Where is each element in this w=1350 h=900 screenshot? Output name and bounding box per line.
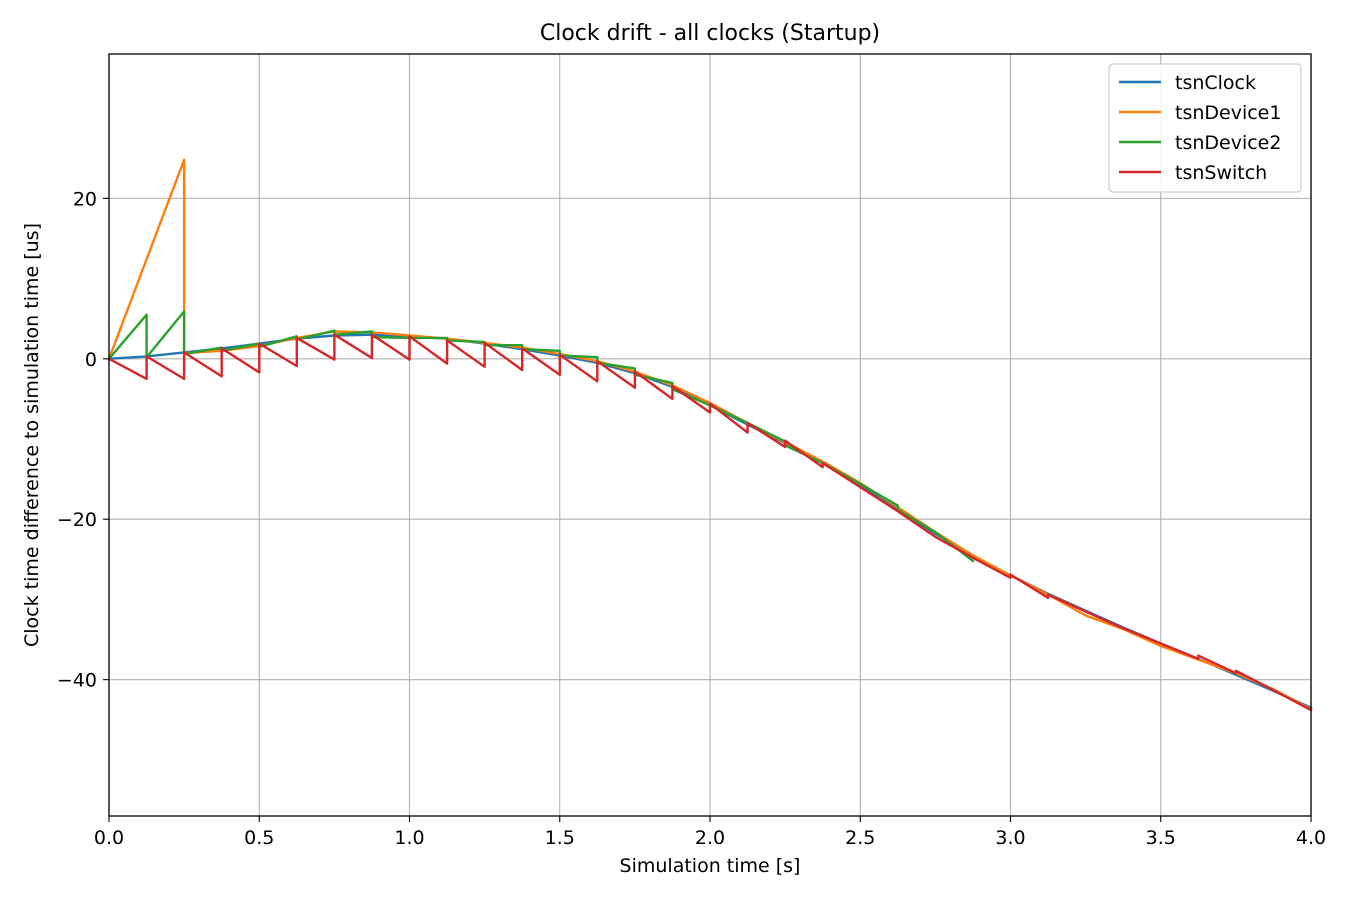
x-tick-label: 2.5 <box>845 827 875 849</box>
series-lines <box>107 158 1313 712</box>
y-tick-label: 0 <box>85 349 97 371</box>
x-tick-label: 0.5 <box>244 827 274 849</box>
x-tick-label: 3.0 <box>995 827 1025 849</box>
x-axis-label: Simulation time [s] <box>620 855 801 877</box>
axis-ticks: 0.0 0.5 1.0 1.5 2.0 2.5 3.0 3.5 4.0 −40 −20 0 20 <box>57 188 1326 849</box>
legend-box <box>1108 63 1302 193</box>
legend-label: tsnClock <box>1175 72 1256 94</box>
x-tick-label: 1.5 <box>545 827 575 849</box>
legend-label: tsnDevice1 <box>1175 102 1281 124</box>
y-tick-label: −40 <box>57 670 97 692</box>
chart-title: Clock drift - all clocks (Startup) <box>540 21 880 46</box>
legend-label: tsnSwitch <box>1175 162 1267 184</box>
y-tick-label: 20 <box>73 188 97 210</box>
y-axis-label: Clock time difference to simulation time… <box>21 223 43 647</box>
x-tick-label: 4.0 <box>1296 827 1326 849</box>
legend-label: tsnDevice2 <box>1175 132 1281 154</box>
legend: tsnClock tsnDevice1 tsnDevice2 tsnSwitch <box>1108 63 1302 193</box>
x-tick-label: 2.0 <box>695 827 725 849</box>
x-tick-label: 1.0 <box>394 827 424 849</box>
y-tick-label: −20 <box>57 509 97 531</box>
x-tick-label: 0.0 <box>94 827 124 849</box>
series-line-tsnSwitch <box>107 333 1313 712</box>
x-tick-label: 3.5 <box>1146 827 1176 849</box>
